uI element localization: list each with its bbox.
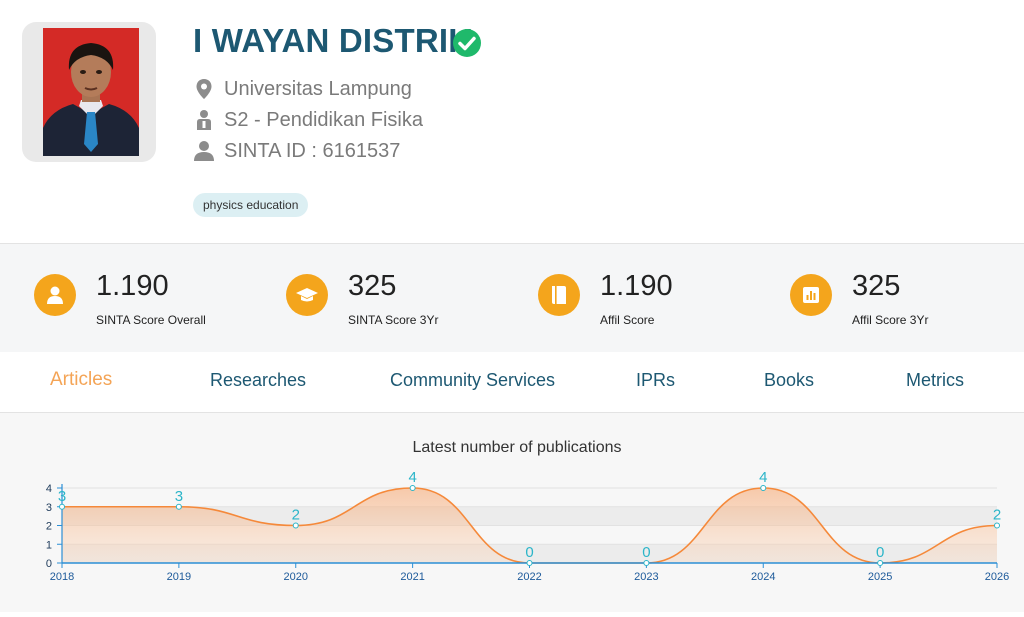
tab-bar: Articles Researches Community Services I… bbox=[0, 352, 1024, 413]
data-label: 0 bbox=[525, 544, 533, 561]
x-tick-label: 2023 bbox=[634, 571, 658, 583]
stat-value: 325 bbox=[348, 270, 397, 302]
data-label: 0 bbox=[642, 544, 650, 561]
tab-researches[interactable]: Researches bbox=[210, 370, 307, 390]
program-text: S2 - Pendidikan Fisika bbox=[224, 108, 423, 131]
x-tick-label: 2026 bbox=[985, 571, 1009, 583]
series-area bbox=[62, 488, 997, 563]
affiliation-row: Universitas Lampung bbox=[193, 76, 412, 102]
publications-chart-panel: Latest number of publications 0 1 2 3 4 2018 2… bbox=[0, 413, 1024, 612]
research-tag[interactable]: physics education bbox=[193, 193, 309, 217]
stat-label: Affil Score 3Yr bbox=[852, 313, 929, 327]
stat-value: 1.190 bbox=[96, 270, 169, 302]
chart-title: Latest number of publications bbox=[412, 439, 622, 456]
stat-label: Affil Score bbox=[600, 313, 655, 327]
tab-iprs[interactable]: IPRs bbox=[636, 370, 676, 390]
x-tick-label: 2019 bbox=[167, 571, 191, 583]
tab-books[interactable]: Books bbox=[764, 370, 815, 390]
data-label: 2 bbox=[993, 507, 1001, 524]
graduate-person-icon bbox=[197, 110, 211, 130]
y-tick-label: 0 bbox=[46, 558, 52, 570]
graduation-cap-icon bbox=[286, 274, 328, 316]
tab-articles[interactable]: Articles bbox=[50, 369, 113, 390]
verified-check-icon bbox=[453, 29, 481, 57]
data-point bbox=[175, 503, 182, 510]
data-label: 3 bbox=[58, 488, 66, 505]
data-point bbox=[760, 485, 767, 491]
data-label: 2 bbox=[292, 507, 300, 524]
y-tick-label: 3 bbox=[46, 502, 52, 514]
x-tick-label: 2020 bbox=[284, 571, 308, 583]
data-point bbox=[877, 560, 884, 566]
data-label: 3 bbox=[175, 488, 183, 505]
x-tick-label: 2024 bbox=[751, 571, 775, 583]
data-label: 4 bbox=[408, 469, 416, 486]
data-point bbox=[409, 485, 416, 491]
data-point bbox=[994, 522, 1000, 529]
x-tick-label: 2021 bbox=[400, 571, 424, 583]
tab-metrics[interactable]: Metrics bbox=[906, 370, 964, 390]
data-label: 0 bbox=[876, 544, 884, 561]
profile-header: I WAYAN DISTRIK Universitas Lampung S2 -… bbox=[0, 0, 1024, 243]
location-pin-icon bbox=[196, 79, 212, 99]
sinta-id-row: SINTA ID : 6161537 bbox=[193, 138, 400, 164]
stat-value: 1.190 bbox=[600, 270, 673, 302]
data-point bbox=[292, 522, 299, 529]
user-icon bbox=[34, 274, 76, 316]
data-label: 4 bbox=[759, 469, 767, 486]
stat-value: 325 bbox=[852, 270, 901, 302]
program-row: S2 - Pendidikan Fisika bbox=[193, 107, 423, 133]
avatar bbox=[22, 22, 156, 162]
x-tick-label: 2018 bbox=[50, 571, 74, 583]
user-icon bbox=[194, 141, 214, 161]
data-point bbox=[643, 560, 650, 566]
y-tick-label: 4 bbox=[46, 483, 52, 495]
stats-bar: 1.190 SINTA Score Overall 325 SINTA Scor… bbox=[0, 243, 1024, 353]
stat-label: SINTA Score Overall bbox=[96, 313, 206, 327]
sinta-id-text: SINTA ID : 6161537 bbox=[224, 139, 401, 162]
tab-community-services[interactable]: Community Services bbox=[390, 370, 556, 390]
x-tick-label: 2022 bbox=[517, 571, 541, 583]
x-tick-label: 2025 bbox=[868, 571, 892, 583]
profile-name: I WAYAN DISTRIK bbox=[193, 22, 473, 59]
data-point bbox=[59, 503, 65, 510]
affiliation-text: Universitas Lampung bbox=[224, 77, 412, 100]
y-tick-label: 2 bbox=[46, 521, 52, 533]
y-tick-label: 1 bbox=[46, 539, 52, 551]
book-icon bbox=[538, 274, 580, 316]
profile-photo bbox=[43, 28, 139, 156]
bar-chart-icon bbox=[790, 274, 832, 316]
stat-label: SINTA Score 3Yr bbox=[348, 313, 439, 327]
data-point bbox=[526, 560, 533, 566]
